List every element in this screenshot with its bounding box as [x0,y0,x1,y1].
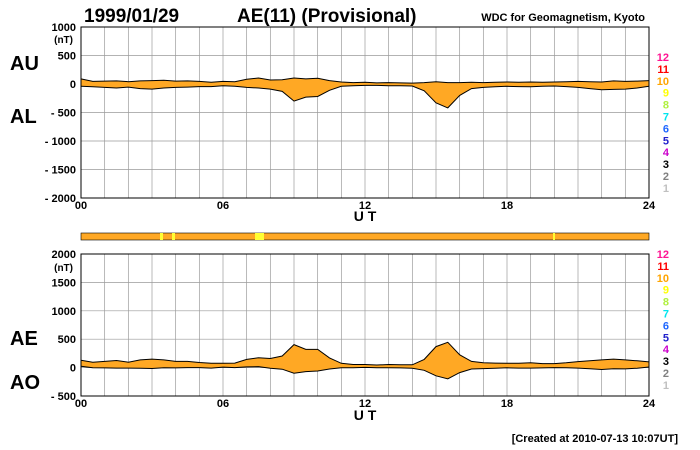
series-line-ae [80,341,650,366]
scale-label-5: 5 [663,332,669,344]
x-tick-label: 00 [75,398,87,410]
scale-label-7: 7 [663,309,669,321]
y-tick-label: - 2000 [45,193,76,205]
x-tick-label: 06 [217,398,229,410]
bottom-unit-label: (nT) [54,263,73,274]
source-label: WDC for Geomagnetism, Kyoto [481,12,645,24]
scale-label-9: 9 [663,88,669,100]
scale-label-9: 9 [663,285,669,297]
x-tick-label: 06 [217,200,229,212]
y-tick-label: 2000 [52,249,76,261]
quality-highlight [172,233,175,240]
scale-label-8: 8 [663,100,669,112]
scale-label-1: 1 [663,380,669,392]
x-tick-label: 24 [643,398,656,410]
scale-label-2: 2 [663,368,669,380]
y-tick-label: 0 [70,363,76,375]
x-tick-label: 24 [643,200,656,212]
y-tick-label: 1000 [52,22,76,34]
plot-frame [80,26,650,199]
y-tick-label: 500 [58,334,76,346]
au-label: AU [10,53,39,75]
scale-label-3: 3 [663,356,669,368]
ao-label: AO [10,372,40,394]
scale-label-12: 12 [657,249,669,261]
scale-label-12: 12 [657,52,669,64]
created-label: [Created at 2010-07-13 10:07UT] [512,433,679,445]
x-tick-label: 00 [75,200,87,212]
scale-label-5: 5 [663,135,669,147]
series-line-au [80,77,650,84]
y-tick-label: - 1000 [45,136,76,148]
scale-label-6: 6 [663,123,669,135]
x-tick-label: 18 [501,398,513,410]
al-label: AL [10,106,37,128]
x-tick-label: 18 [501,200,513,212]
plot-frame [80,253,650,397]
y-tick-label: - 1500 [45,165,76,177]
scale-label-8: 8 [663,297,669,309]
quality-bar [80,232,650,241]
scale-label-3: 3 [663,159,669,171]
scale-label-4: 4 [663,344,670,356]
y-tick-label: 500 [58,51,76,63]
chart-title: AE(11) (Provisional) [237,6,417,27]
x-tick-label: 12 [359,200,371,212]
scale-label-7: 7 [663,112,669,124]
quality-highlight [160,233,163,240]
scale-label-11: 11 [657,261,669,273]
date-label: 1999/01/29 [84,6,179,27]
scale-label-4: 4 [663,147,670,159]
scale-label-1: 1 [663,183,669,195]
quality-highlight [255,233,264,240]
top-unit-label: (nT) [54,35,73,46]
y-tick-label: 1500 [52,277,76,289]
x-tick-label: 12 [359,398,371,410]
scale-label-10: 10 [657,76,669,88]
y-tick-label: - 500 [51,391,76,403]
scale-label-6: 6 [663,320,669,332]
bottom-xaxis-title: U T [354,407,377,423]
scale-label-2: 2 [663,171,669,183]
quality-bar-base [80,232,650,241]
y-tick-label: - 500 [51,108,76,120]
quality-highlight [553,233,555,240]
series-line-ao [80,365,650,380]
scale-label-11: 11 [657,64,669,76]
series-line-al [80,84,650,109]
top-xaxis-title: U T [354,208,377,224]
y-tick-label: 0 [70,79,76,91]
ae-label: AE [10,328,38,350]
y-tick-label: 1000 [52,306,76,318]
scale-label-10: 10 [657,273,669,285]
